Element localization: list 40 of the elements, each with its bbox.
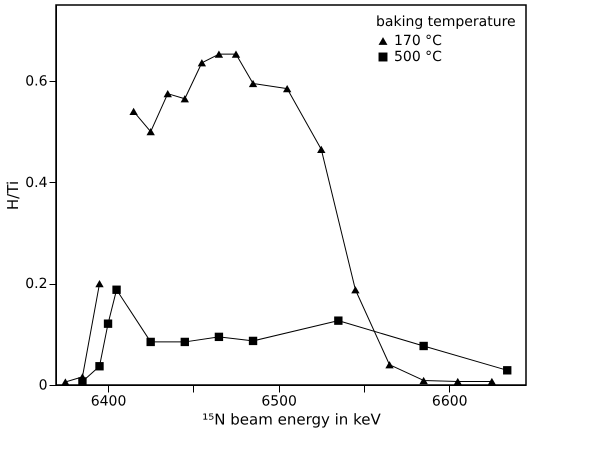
- point: [104, 320, 112, 328]
- point: [503, 366, 512, 374]
- point: [95, 362, 104, 370]
- y-tick-label: 0.6: [25, 74, 48, 90]
- point: [419, 376, 428, 384]
- point: [180, 338, 189, 346]
- y-tick-label: 0.2: [25, 276, 48, 292]
- point: [146, 338, 155, 346]
- x-tick-label: 6600: [432, 394, 468, 410]
- point: [385, 361, 394, 368]
- point: [164, 90, 172, 98]
- point: [351, 286, 360, 294]
- point: [282, 84, 292, 92]
- x-tick-label: 6500: [261, 394, 297, 410]
- point: [488, 378, 496, 385]
- point: [454, 378, 462, 385]
- y-tick-label: 0.4: [25, 174, 48, 191]
- point: [112, 286, 121, 294]
- point: [61, 378, 70, 385]
- legend-label: 500 °C: [394, 49, 442, 65]
- point: [180, 95, 189, 102]
- y-axis-title: H/Ti: [4, 180, 22, 210]
- point: [419, 342, 428, 350]
- point: [334, 316, 343, 325]
- point: [146, 128, 155, 136]
- point: [248, 336, 258, 346]
- x-axis-title: ¹⁵N beam energy in keV: [202, 410, 382, 428]
- point: [214, 50, 224, 58]
- point: [214, 332, 224, 342]
- x-tick-label: 6400: [90, 394, 126, 410]
- point: [78, 377, 87, 385]
- legend-label: 170 °C: [394, 33, 442, 49]
- point: [232, 50, 240, 58]
- point: [317, 146, 326, 154]
- point: [248, 80, 258, 88]
- legend-title: baking temperature: [376, 14, 516, 30]
- point: [198, 59, 206, 66]
- point: [95, 280, 104, 288]
- point: [129, 108, 138, 116]
- y-tick-label: 0: [38, 378, 48, 394]
